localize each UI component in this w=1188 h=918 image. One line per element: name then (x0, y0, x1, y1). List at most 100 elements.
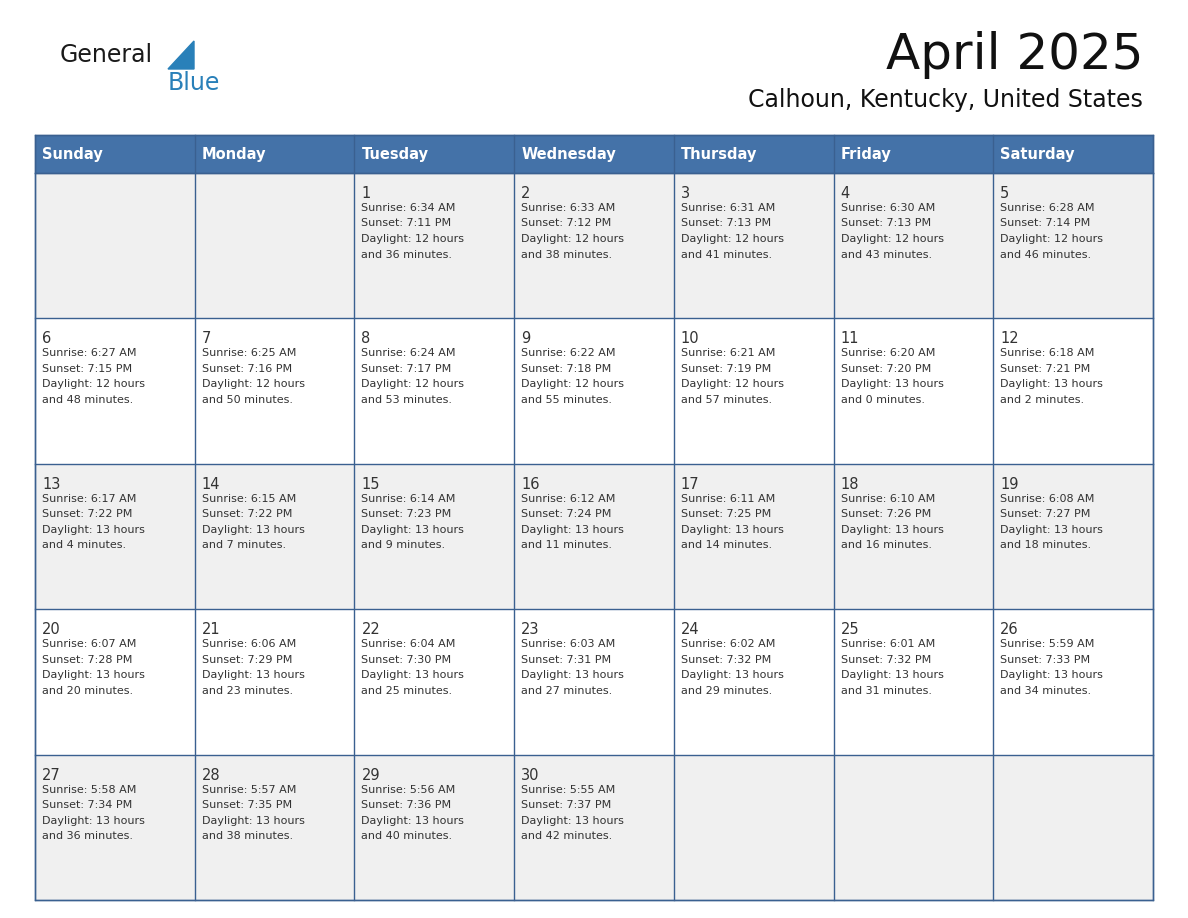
Text: and 46 minutes.: and 46 minutes. (1000, 250, 1092, 260)
Text: and 11 minutes.: and 11 minutes. (522, 541, 612, 550)
Text: and 36 minutes.: and 36 minutes. (361, 250, 453, 260)
Text: 17: 17 (681, 476, 700, 492)
Text: 7: 7 (202, 331, 211, 346)
Text: Sunset: 7:37 PM: Sunset: 7:37 PM (522, 800, 612, 810)
Text: and 23 minutes.: and 23 minutes. (202, 686, 292, 696)
Text: and 4 minutes.: and 4 minutes. (42, 541, 126, 550)
Text: 28: 28 (202, 767, 220, 783)
Text: 2: 2 (522, 186, 531, 201)
Text: Sunrise: 6:20 AM: Sunrise: 6:20 AM (841, 349, 935, 358)
Text: Wednesday: Wednesday (522, 147, 615, 162)
Text: Blue: Blue (168, 71, 221, 95)
Text: Daylight: 13 hours: Daylight: 13 hours (522, 670, 624, 680)
Polygon shape (168, 41, 194, 69)
Text: Sunset: 7:14 PM: Sunset: 7:14 PM (1000, 218, 1091, 229)
Text: Sunset: 7:13 PM: Sunset: 7:13 PM (841, 218, 930, 229)
Text: 3: 3 (681, 186, 690, 201)
Text: Sunrise: 5:56 AM: Sunrise: 5:56 AM (361, 785, 456, 795)
Text: Daylight: 13 hours: Daylight: 13 hours (1000, 379, 1104, 389)
Text: 1: 1 (361, 186, 371, 201)
Text: Sunrise: 6:22 AM: Sunrise: 6:22 AM (522, 349, 615, 358)
Text: and 43 minutes.: and 43 minutes. (841, 250, 931, 260)
Text: Sunrise: 5:59 AM: Sunrise: 5:59 AM (1000, 639, 1094, 649)
Text: Tuesday: Tuesday (361, 147, 429, 162)
Text: and 36 minutes.: and 36 minutes. (42, 831, 133, 841)
Text: and 27 minutes.: and 27 minutes. (522, 686, 612, 696)
Text: Sunrise: 6:18 AM: Sunrise: 6:18 AM (1000, 349, 1094, 358)
Text: Sunrise: 6:24 AM: Sunrise: 6:24 AM (361, 349, 456, 358)
Text: Sunset: 7:29 PM: Sunset: 7:29 PM (202, 655, 292, 665)
Text: Sunrise: 6:15 AM: Sunrise: 6:15 AM (202, 494, 296, 504)
Text: and 25 minutes.: and 25 minutes. (361, 686, 453, 696)
Text: Daylight: 13 hours: Daylight: 13 hours (202, 670, 304, 680)
Text: Daylight: 13 hours: Daylight: 13 hours (1000, 670, 1104, 680)
Text: Sunset: 7:16 PM: Sunset: 7:16 PM (202, 364, 292, 374)
Text: Sunset: 7:32 PM: Sunset: 7:32 PM (841, 655, 931, 665)
Text: Daylight: 13 hours: Daylight: 13 hours (361, 815, 465, 825)
Text: and 40 minutes.: and 40 minutes. (361, 831, 453, 841)
Text: 25: 25 (841, 622, 859, 637)
Text: 16: 16 (522, 476, 539, 492)
Text: Daylight: 13 hours: Daylight: 13 hours (361, 670, 465, 680)
Text: and 20 minutes.: and 20 minutes. (42, 686, 133, 696)
Text: Daylight: 12 hours: Daylight: 12 hours (681, 234, 784, 244)
Text: Daylight: 12 hours: Daylight: 12 hours (522, 234, 624, 244)
Text: Sunset: 7:20 PM: Sunset: 7:20 PM (841, 364, 931, 374)
Text: and 50 minutes.: and 50 minutes. (202, 395, 292, 405)
Text: Sunrise: 6:11 AM: Sunrise: 6:11 AM (681, 494, 775, 504)
Text: 14: 14 (202, 476, 220, 492)
Text: Daylight: 12 hours: Daylight: 12 hours (1000, 234, 1104, 244)
Text: Sunset: 7:32 PM: Sunset: 7:32 PM (681, 655, 771, 665)
Text: Sunset: 7:33 PM: Sunset: 7:33 PM (1000, 655, 1091, 665)
Text: Sunset: 7:36 PM: Sunset: 7:36 PM (361, 800, 451, 810)
Text: Daylight: 13 hours: Daylight: 13 hours (361, 525, 465, 535)
Text: and 0 minutes.: and 0 minutes. (841, 395, 924, 405)
Text: Thursday: Thursday (681, 147, 757, 162)
Text: Sunrise: 6:06 AM: Sunrise: 6:06 AM (202, 639, 296, 649)
Text: Sunrise: 6:28 AM: Sunrise: 6:28 AM (1000, 203, 1095, 213)
Text: Calhoun, Kentucky, United States: Calhoun, Kentucky, United States (748, 88, 1143, 112)
Text: and 18 minutes.: and 18 minutes. (1000, 541, 1092, 550)
Text: Sunset: 7:17 PM: Sunset: 7:17 PM (361, 364, 451, 374)
Text: Daylight: 13 hours: Daylight: 13 hours (681, 525, 784, 535)
Text: 23: 23 (522, 622, 539, 637)
Text: 15: 15 (361, 476, 380, 492)
Text: Sunrise: 6:31 AM: Sunrise: 6:31 AM (681, 203, 775, 213)
Text: Sunset: 7:23 PM: Sunset: 7:23 PM (361, 509, 451, 520)
Bar (34, 173, 1154, 319)
Text: and 38 minutes.: and 38 minutes. (202, 831, 292, 841)
Text: Sunset: 7:12 PM: Sunset: 7:12 PM (522, 218, 612, 229)
Text: 4: 4 (841, 186, 849, 201)
Text: 26: 26 (1000, 622, 1019, 637)
Text: Sunset: 7:21 PM: Sunset: 7:21 PM (1000, 364, 1091, 374)
Text: and 41 minutes.: and 41 minutes. (681, 250, 772, 260)
Text: Sunset: 7:22 PM: Sunset: 7:22 PM (202, 509, 292, 520)
Text: and 55 minutes.: and 55 minutes. (522, 395, 612, 405)
Text: Sunset: 7:34 PM: Sunset: 7:34 PM (42, 800, 132, 810)
Text: and 7 minutes.: and 7 minutes. (202, 541, 286, 550)
Text: Sunset: 7:35 PM: Sunset: 7:35 PM (202, 800, 292, 810)
Text: 12: 12 (1000, 331, 1019, 346)
Text: Sunrise: 6:14 AM: Sunrise: 6:14 AM (361, 494, 456, 504)
Text: Sunrise: 6:12 AM: Sunrise: 6:12 AM (522, 494, 615, 504)
Text: and 2 minutes.: and 2 minutes. (1000, 395, 1085, 405)
Text: Daylight: 13 hours: Daylight: 13 hours (841, 670, 943, 680)
Text: and 53 minutes.: and 53 minutes. (361, 395, 453, 405)
Text: Sunset: 7:15 PM: Sunset: 7:15 PM (42, 364, 132, 374)
Text: 29: 29 (361, 767, 380, 783)
Text: Sunrise: 6:04 AM: Sunrise: 6:04 AM (361, 639, 456, 649)
Bar (34, 135, 1154, 900)
Text: 10: 10 (681, 331, 700, 346)
Bar (34, 135, 1154, 173)
Text: Daylight: 12 hours: Daylight: 12 hours (522, 379, 624, 389)
Text: Daylight: 13 hours: Daylight: 13 hours (202, 815, 304, 825)
Text: Daylight: 13 hours: Daylight: 13 hours (202, 525, 304, 535)
Text: April 2025: April 2025 (885, 31, 1143, 79)
Text: Sunrise: 6:34 AM: Sunrise: 6:34 AM (361, 203, 456, 213)
Bar (34, 319, 1154, 464)
Text: Sunrise: 6:27 AM: Sunrise: 6:27 AM (42, 349, 137, 358)
Text: and 48 minutes.: and 48 minutes. (42, 395, 133, 405)
Text: Saturday: Saturday (1000, 147, 1075, 162)
Text: Sunrise: 6:21 AM: Sunrise: 6:21 AM (681, 349, 776, 358)
Text: Sunset: 7:26 PM: Sunset: 7:26 PM (841, 509, 931, 520)
